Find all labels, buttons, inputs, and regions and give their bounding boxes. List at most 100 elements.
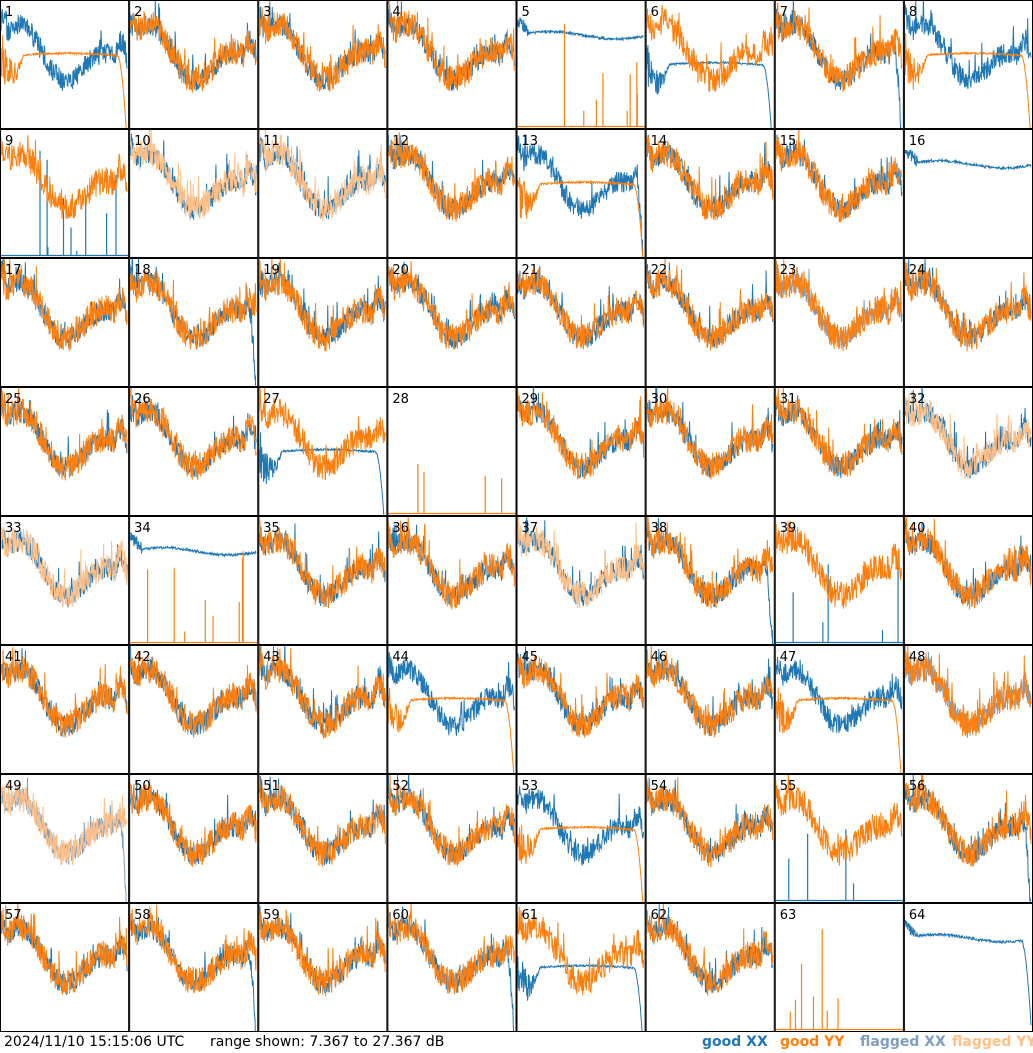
series-yy-line-4 [388, 1, 515, 91]
series-yy-spikes-28 [388, 463, 516, 515]
panel-45: 45 [516, 645, 646, 774]
panel-62: 62 [645, 903, 775, 1032]
series-yy-line-58 [130, 904, 257, 994]
series-yy-line-50 [130, 779, 257, 868]
panel-frame-34 [129, 516, 259, 645]
series-yy-line-22 [646, 259, 774, 351]
panel-label-51: 51 [263, 779, 280, 794]
panel-label-46: 46 [651, 650, 668, 665]
panel-label-17: 17 [5, 263, 22, 278]
panel-34: 34 [129, 516, 259, 645]
footer-bar: 2024/11/10 15:15:06 UTC range shown: 7.3… [0, 1032, 1033, 1053]
series-yy-line-27 [259, 388, 386, 481]
series-yy-line-45 [517, 655, 645, 738]
panel-60: 60 [387, 903, 517, 1032]
series-yy-line-10 [130, 130, 257, 221]
panel-label-40: 40 [909, 521, 926, 536]
panel-frame-1 [0, 0, 130, 129]
panel-label-47: 47 [780, 650, 797, 665]
series-yy-line-36 [388, 517, 515, 610]
panel-37: 37 [516, 516, 646, 645]
panel-frame-28 [387, 387, 517, 516]
series-yy-spikes-5 [517, 24, 645, 128]
legend-flagged-xx: flagged XX [860, 1034, 946, 1050]
panel-label-24: 24 [909, 263, 926, 278]
series-yy-line-52 [388, 775, 515, 868]
panel-3: 3 [258, 0, 388, 129]
panel-label-32: 32 [909, 392, 926, 407]
panel-55: 55 [774, 774, 904, 903]
panel-label-54: 54 [651, 779, 668, 794]
series-yy-line-33 [1, 526, 128, 608]
panel-frame-16 [903, 129, 1033, 258]
panel-label-56: 56 [909, 779, 926, 794]
series-yy-line-14 [646, 135, 774, 222]
panel-label-42: 42 [134, 650, 151, 665]
timestamp: 2024/11/10 15:15:06 UTC [4, 1034, 185, 1050]
panel-44: 44 [387, 645, 517, 774]
series-yy-line-26 [130, 388, 257, 480]
panel-40: 40 [903, 516, 1033, 645]
series-xx-line-64 [904, 919, 1032, 1026]
series-yy-line-25 [1, 388, 128, 481]
panel-label-49: 49 [5, 779, 22, 794]
series-yy-line-56 [904, 775, 1032, 867]
panel-label-18: 18 [134, 263, 151, 278]
panel-27: 27 [258, 387, 388, 516]
series-xx-spikes-55 [775, 829, 903, 902]
series-xx-line-47 [775, 656, 903, 734]
panel-36: 36 [387, 516, 517, 645]
panel-18: 18 [129, 258, 259, 387]
panel-label-44: 44 [392, 650, 409, 665]
panel-label-55: 55 [780, 779, 797, 794]
panel-52: 52 [387, 774, 517, 903]
series-yy-line-8 [904, 33, 1031, 128]
panel-11: 11 [258, 129, 388, 258]
panel-20: 20 [387, 258, 517, 387]
panel-label-5: 5 [522, 5, 530, 20]
panel-label-52: 52 [392, 779, 409, 794]
panel-label-30: 30 [651, 392, 668, 407]
panel-label-64: 64 [909, 908, 926, 923]
panel-49: 49 [0, 774, 130, 903]
series-yy-line-19 [259, 259, 386, 352]
series-yy-line-39 [775, 520, 903, 609]
panel-label-34: 34 [134, 521, 151, 536]
legend-flagged-yy: flagged YY [952, 1034, 1033, 1050]
panel-label-59: 59 [263, 908, 280, 923]
series-yy-spikes-34 [130, 551, 258, 644]
series-yy-line-18 [130, 269, 257, 350]
panel-label-48: 48 [909, 650, 926, 665]
series-xx-line-6 [646, 44, 772, 128]
series-yy-line-31 [775, 388, 903, 477]
panel-15: 15 [774, 129, 904, 258]
panel-5: 5 [516, 0, 646, 129]
panel-label-45: 45 [522, 650, 539, 665]
panel-label-58: 58 [134, 908, 151, 923]
series-xx-spikes-9 [1, 150, 129, 257]
panel-51: 51 [258, 774, 388, 903]
panel-label-41: 41 [5, 650, 22, 665]
panel-frame-39 [774, 516, 904, 645]
series-yy-line-62 [646, 904, 774, 996]
series-yy-line-11 [259, 130, 386, 222]
panel-label-19: 19 [263, 263, 280, 278]
series-xx-line-8 [904, 1, 1032, 89]
panel-label-31: 31 [780, 392, 797, 407]
panel-label-20: 20 [392, 263, 409, 278]
series-xx-line-34 [130, 532, 257, 558]
panel-23: 23 [774, 258, 904, 387]
panel-13: 13 [516, 129, 646, 258]
series-xx-line-18 [130, 259, 257, 386]
series-xx-line-45 [517, 646, 645, 736]
series-yy-line-60 [388, 904, 515, 995]
panel-24: 24 [903, 258, 1033, 387]
series-yy-line-13 [517, 176, 644, 257]
series-yy-line-49 [1, 779, 128, 866]
panel-47: 47 [774, 645, 904, 774]
series-yy-line-6 [646, 5, 774, 93]
panel-frame-64 [903, 903, 1033, 1032]
panel-59: 59 [258, 903, 388, 1032]
series-xx-line-1 [1, 9, 128, 91]
panel-label-14: 14 [651, 134, 668, 149]
